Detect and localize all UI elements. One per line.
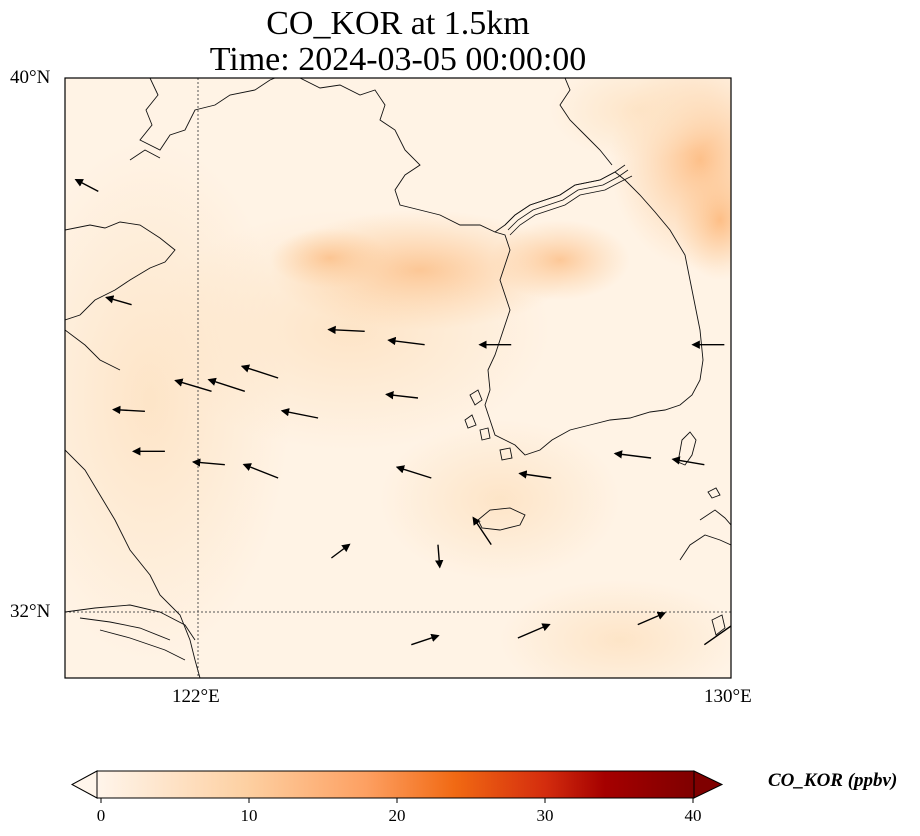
wind-arrow: [387, 336, 425, 346]
wind-arrow: [191, 458, 225, 467]
map-title: CO_KOR at 1.5km: [266, 5, 530, 42]
colorbar-tick-40: 40: [684, 806, 702, 825]
wind-arrow: [174, 378, 212, 393]
lon-tick-122: 122°E: [172, 686, 220, 707]
coastlines: [65, 78, 731, 678]
wind-arrow: [518, 470, 552, 479]
wind-arrow: [242, 463, 279, 479]
wind-arrow: [74, 178, 99, 192]
wind-arrow: [703, 625, 731, 646]
map-frame: [64, 77, 732, 679]
wind-arrow: [240, 364, 279, 379]
lat-tick-40: 40°N: [10, 67, 51, 88]
colorbar-tick-30: 30: [536, 806, 554, 825]
colorbar: [70, 770, 724, 803]
colorbar-tick-10: 10: [240, 806, 258, 825]
wind-arrow: [207, 377, 246, 392]
wind-arrow: [280, 408, 319, 419]
wind-arrow: [112, 405, 145, 415]
colorbar-tick-20: 20: [388, 806, 406, 825]
colorbar-tick-0: 0: [96, 806, 106, 825]
wind-arrow: [395, 465, 432, 479]
lat-tick-32: 32°N: [10, 601, 51, 622]
wind-arrow: [472, 516, 492, 546]
map-time: Time: 2024-03-05 00:00:00: [209, 41, 587, 78]
wind-arrow: [671, 456, 705, 466]
wind-arrow: [385, 391, 419, 400]
wind-arrow: [327, 325, 365, 335]
wind-arrow: [330, 543, 351, 559]
wind-arrow: [435, 544, 444, 569]
wind-arrow: [637, 611, 667, 626]
lon-tick-130: 130°E: [704, 686, 752, 707]
colorbar-label: CO_KOR (ppbv): [768, 770, 898, 791]
wind-arrow: [613, 450, 652, 459]
wind-arrow: [517, 623, 551, 639]
wind-vectors: [74, 178, 731, 646]
concentration-field: [65, 78, 731, 678]
gridlines: [65, 78, 731, 678]
wind-arrow: [105, 295, 132, 306]
wind-arrow: [411, 633, 440, 646]
